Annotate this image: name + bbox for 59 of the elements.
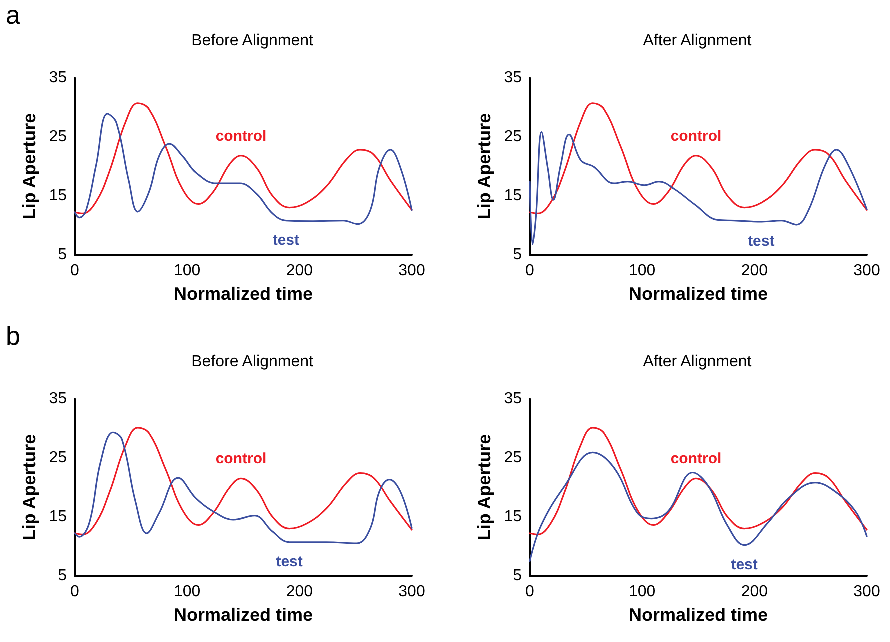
line-series	[74, 113, 413, 226]
x-axis-title: Normalized time	[628, 284, 768, 304]
y-tick-label: 5	[513, 568, 522, 584]
series-label: control	[670, 128, 722, 145]
x-tick-label: 100	[628, 584, 656, 600]
y-tick-label: 5	[58, 568, 68, 584]
y-axis-title: Lip Aperture	[19, 434, 40, 541]
line-series	[529, 131, 868, 246]
x-tick-label: 200	[741, 262, 768, 280]
series-label: test	[276, 553, 303, 570]
y-axis-title: Lip Aperture	[474, 113, 494, 220]
series-label: test	[748, 232, 775, 250]
x-tick-label: 300	[398, 262, 426, 280]
y-tick-label: 25	[49, 128, 68, 146]
x-axis-title: Normalized time	[628, 605, 768, 625]
y-tick-label: 5	[513, 246, 522, 264]
y-tick-label: 15	[504, 188, 522, 204]
x-tick-label: 300	[854, 584, 880, 600]
x-axis-title: Normalized time	[174, 284, 314, 304]
y-tick-label: 35	[49, 70, 68, 86]
line-series	[529, 427, 868, 536]
chart-title: Before Alignment	[192, 32, 314, 50]
chart-title: Before Alignment	[192, 354, 314, 370]
y-tick-label: 25	[504, 128, 522, 146]
y-tick-label: 35	[49, 390, 68, 408]
series-label: control	[670, 450, 722, 468]
x-tick-label: 200	[286, 584, 314, 600]
x-tick-label: 0	[526, 262, 535, 280]
y-tick-label: 15	[49, 188, 68, 204]
y-tick-label: 25	[49, 450, 68, 466]
y-axis-title: Lip Aperture	[19, 113, 40, 220]
text: b	[6, 321, 20, 351]
series-label: control	[216, 128, 267, 145]
y-tick-label: 35	[504, 390, 522, 408]
x-tick-label: 0	[526, 584, 535, 600]
y-axis-title: Lip Aperture	[474, 434, 494, 541]
y-tick-label: 25	[504, 450, 522, 466]
y-tick-label: 35	[504, 70, 522, 86]
x-tick-label: 300	[854, 262, 880, 280]
chart-title: After Alignment	[643, 32, 752, 50]
x-tick-label: 200	[741, 584, 768, 600]
chart-title: After Alignment	[643, 354, 752, 370]
text: a	[6, 0, 21, 30]
series-label: test	[272, 232, 300, 249]
x-tick-label: 0	[70, 584, 80, 600]
series-label: control	[216, 450, 267, 468]
y-tick-label: 15	[504, 508, 522, 526]
x-tick-label: 100	[628, 262, 656, 280]
series-label: test	[731, 556, 758, 574]
x-tick-label: 100	[174, 584, 201, 600]
y-tick-label: 15	[49, 508, 68, 526]
y-tick-label: 5	[58, 246, 68, 264]
x-tick-label: 100	[174, 262, 201, 280]
line-series	[74, 102, 413, 214]
line-series	[529, 102, 868, 214]
x-tick-label: 200	[286, 262, 314, 280]
x-tick-label: 300	[398, 584, 426, 600]
x-axis-title: Normalized time	[174, 605, 314, 625]
x-tick-label: 0	[70, 262, 80, 280]
